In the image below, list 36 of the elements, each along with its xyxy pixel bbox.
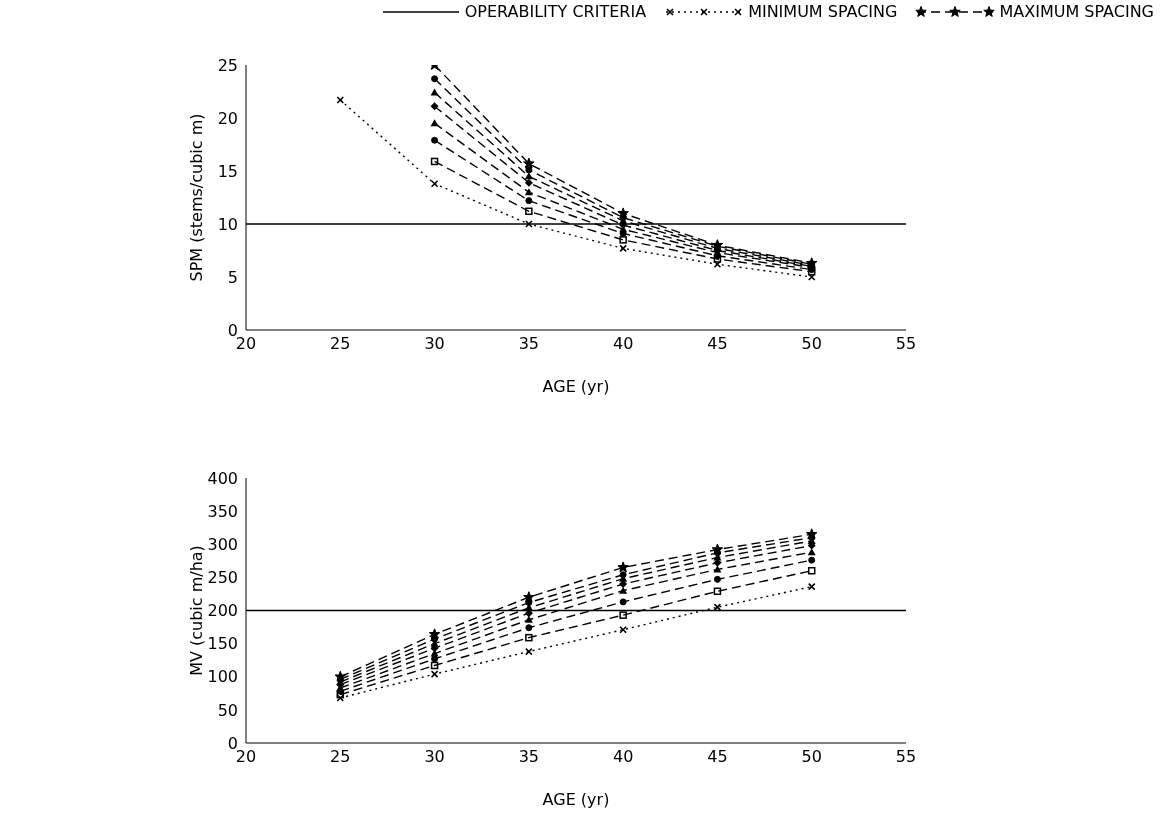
y-axis-title: MV (cubic m/ha) [186, 545, 206, 676]
y-axis-title: SPM (stems/cubic m) [186, 113, 206, 282]
y-tick-label: 10 [217, 214, 238, 234]
y-tick-label: 400 [207, 468, 238, 488]
legend-label: MAXIMUM SPACING [999, 2, 1154, 21]
x-tick-label: 35 [518, 334, 540, 354]
x-tick-label: 55 [895, 334, 917, 354]
y-tick-label: 350 [207, 501, 238, 521]
y-tick-label: 0 [227, 320, 238, 340]
x-tick-label: 30 [424, 334, 445, 354]
y-tick-label: 0 [227, 733, 238, 753]
y-tick-label: 20 [217, 108, 238, 128]
x-tick-label: 35 [518, 747, 540, 767]
y-tick-label: 5 [227, 267, 238, 287]
x-tick-label: 50 [801, 747, 822, 767]
x-tick-label: 25 [330, 334, 351, 354]
x-tick-label: 30 [424, 747, 445, 767]
y-tick-label: 300 [207, 534, 238, 554]
x-axis-title: AGE (yr) [542, 377, 610, 396]
y-tick-label: 100 [207, 667, 238, 687]
x-tick-label: 25 [330, 747, 351, 767]
y-tick-label: 150 [207, 634, 238, 654]
legend-label: MINIMUM SPACING [748, 2, 898, 21]
x-tick-label: 45 [707, 334, 728, 354]
legend-label: OPERABILITY CRITERIA [464, 2, 647, 21]
x-tick-label: 40 [612, 747, 634, 767]
x-tick-label: 55 [895, 747, 917, 767]
y-tick-label: 50 [217, 700, 238, 720]
y-tick-label: 25 [217, 55, 238, 75]
x-tick-label: 50 [801, 334, 822, 354]
x-axis-title: AGE (yr) [542, 790, 610, 809]
x-tick-label: 40 [612, 334, 634, 354]
y-tick-label: 250 [207, 568, 238, 588]
x-tick-label: 45 [707, 747, 728, 767]
y-tick-label: 15 [217, 161, 238, 181]
y-tick-label: 200 [207, 601, 238, 621]
